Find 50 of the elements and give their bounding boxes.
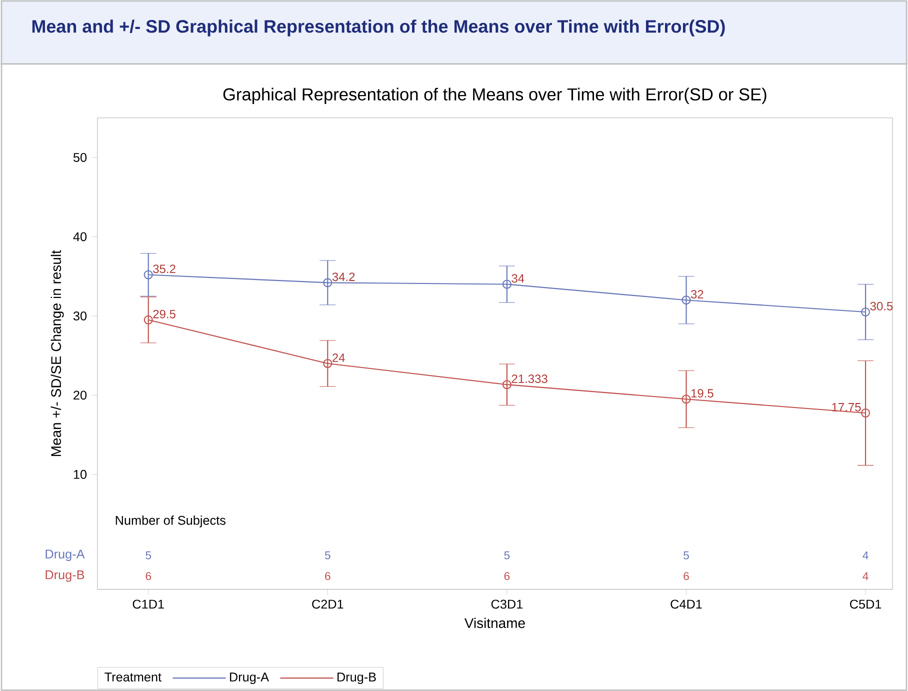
point	[682, 394, 691, 404]
annotation: 4	[862, 551, 868, 560]
data-label: 32	[690, 290, 704, 298]
point	[144, 315, 153, 324]
point	[323, 358, 332, 368]
data-label: 21.333	[512, 374, 548, 383]
y-tick-label: 20	[74, 390, 87, 400]
x-axis-title: Visitname	[464, 618, 525, 628]
legend-label: Drug-B	[338, 672, 376, 684]
point	[861, 307, 870, 316]
x-tick-label: C3D1	[491, 600, 522, 609]
chart-subtitle: Graphical Representation of the Means over Time with Error(SD or SE)	[223, 88, 766, 104]
annotation: 4	[862, 572, 868, 580]
point	[861, 408, 870, 418]
data-label: 29.5	[153, 310, 176, 318]
annotation: 6	[504, 572, 510, 580]
x-tick-label: C5D1	[850, 600, 882, 609]
point	[682, 295, 691, 305]
point	[144, 270, 153, 280]
y-tick-label: 40	[73, 232, 87, 242]
text: Drug-B	[46, 570, 84, 582]
data-label: 19.5	[691, 388, 714, 398]
annotation: Number of Subjects	[116, 515, 226, 528]
x-tick-label: C1D1	[132, 600, 164, 609]
data-label: 34.2	[332, 272, 355, 281]
x-tick-label: C2D1	[312, 600, 344, 609]
data-label: 34	[512, 274, 524, 283]
annotation: 6	[325, 572, 330, 580]
legend-title: Treatment	[104, 672, 162, 682]
legend-label: Drug-A	[230, 672, 270, 684]
data-label: 17.75	[832, 402, 861, 412]
annotation: 5	[504, 551, 510, 560]
data-label: 24	[332, 353, 345, 362]
annotation: 6	[146, 572, 152, 580]
point	[323, 278, 332, 288]
chart-title: Mean and +/- SD Graphical Representation of the Means over Time with Error(SD)	[32, 19, 725, 36]
y-axis-title: Mean +/- SD/SE Change in result	[50, 250, 64, 456]
annotation: 5	[146, 551, 152, 560]
text: Drug-A	[46, 550, 85, 561]
annotation: 5	[324, 551, 330, 560]
x-tick-label: C4D1	[670, 600, 702, 609]
annotation: 6	[684, 572, 689, 580]
y-tick-label: 10	[74, 470, 87, 479]
data-label: 35.2	[153, 264, 176, 274]
data-label: 30.5	[870, 302, 893, 310]
annotation: 5	[684, 551, 689, 560]
y-tick-label: 50	[73, 152, 87, 162]
y-tick-label: 30	[73, 311, 87, 320]
point	[502, 280, 512, 289]
point	[502, 380, 512, 390]
